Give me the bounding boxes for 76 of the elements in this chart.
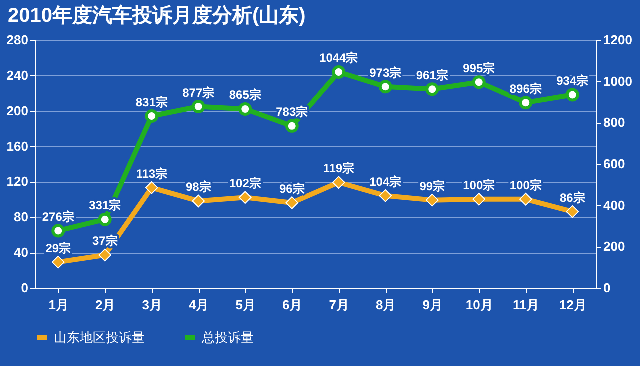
x-tick-label: 9月 [422, 298, 443, 312]
y-tick-label: 80 [14, 210, 28, 225]
point [472, 193, 486, 206]
point [285, 119, 299, 133]
data-label: 276宗 [42, 210, 74, 224]
x-tick-label: 10月 [466, 298, 494, 312]
data-label: 831宗 [136, 95, 168, 110]
point [379, 189, 392, 202]
x-tick-label: 4月 [189, 298, 210, 312]
y2-tick-label: 1000 [604, 74, 632, 89]
point [52, 224, 66, 238]
data-label: 961宗 [416, 68, 448, 82]
y-tick-label: 160 [6, 138, 28, 154]
point [332, 66, 346, 79]
point [238, 102, 252, 116]
data-label: 877宗 [182, 86, 215, 100]
point [426, 82, 440, 96]
x-tick-label: 6月 [282, 298, 303, 312]
y-tick-label: 200 [6, 103, 28, 118]
point [192, 100, 206, 114]
data-label: 102宗 [229, 176, 262, 191]
x-tick-label: 1月 [48, 298, 69, 312]
point [145, 110, 159, 123]
y2-tick-label: 600 [604, 156, 626, 172]
y2-tick-label: 400 [604, 198, 626, 213]
point [286, 196, 299, 210]
point [519, 96, 533, 110]
x-tick-label: 3月 [142, 298, 162, 312]
y-tick-label: 0 [21, 280, 28, 296]
point [192, 194, 206, 208]
point [98, 212, 112, 226]
y2-tick-label: 200 [604, 239, 626, 254]
data-label: 1044宗 [320, 51, 358, 66]
data-label: 113宗 [136, 166, 168, 181]
y2-tick-label: 800 [604, 115, 626, 130]
data-label: 995宗 [463, 61, 496, 76]
x-tick-label: 5月 [236, 298, 256, 312]
data-label: 104宗 [370, 174, 402, 189]
data-label: 98宗 [186, 180, 212, 194]
data-label: 973宗 [370, 66, 402, 80]
legend-label: 山东地区投诉量 [54, 330, 145, 345]
point [519, 193, 532, 206]
point [472, 76, 486, 90]
data-label: 100宗 [510, 178, 542, 192]
data-label: 119宗 [323, 162, 355, 176]
y2-tick-label: 0 [604, 280, 611, 296]
data-label: 896宗 [510, 82, 542, 96]
y-tick-label: 280 [6, 32, 28, 48]
data-label: 86宗 [560, 190, 586, 205]
x-tick-label: 7月 [329, 298, 350, 312]
x-tick-label: 11月 [513, 298, 540, 312]
data-label: 783宗 [276, 105, 308, 120]
x-tick-label: 2月 [96, 298, 116, 312]
data-label: 96宗 [279, 182, 305, 196]
point [426, 194, 439, 207]
point [566, 205, 580, 218]
data-label: 29宗 [46, 241, 72, 256]
point [145, 182, 158, 194]
data-label: 865宗 [229, 88, 262, 102]
y-tick-label: 120 [6, 174, 28, 190]
legend-label: 总投诉量 [201, 330, 254, 345]
point [52, 256, 65, 269]
point [378, 80, 392, 94]
x-tick-label: 12月 [559, 298, 587, 312]
point [332, 176, 346, 190]
data-label: 100宗 [463, 178, 496, 192]
y-tick-label: 240 [6, 68, 28, 83]
data-label: 934宗 [556, 74, 589, 88]
x-tick-label: 8月 [376, 298, 396, 312]
chart-title: 2010年度汽车投诉月度分析(山东) [7, 4, 307, 28]
point [98, 248, 112, 262]
data-label: 99宗 [420, 179, 446, 194]
point [566, 88, 580, 102]
y2-tick-label: 1200 [604, 32, 632, 48]
point [238, 191, 252, 204]
y-tick-label: 40 [14, 245, 28, 260]
